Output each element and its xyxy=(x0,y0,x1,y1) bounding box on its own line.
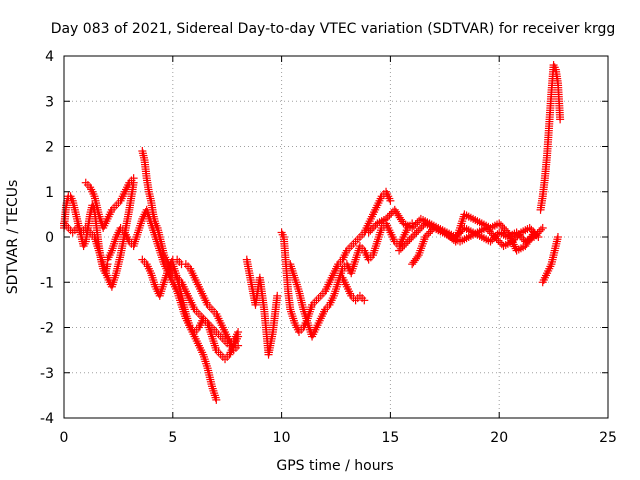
data-point-interp xyxy=(536,225,545,234)
data-point xyxy=(364,228,373,237)
data-point-interp xyxy=(414,226,423,235)
data-point-interp xyxy=(492,234,501,243)
y-tick-label: 4 xyxy=(45,49,54,65)
data-point-interp xyxy=(369,223,378,232)
data-point-interp xyxy=(411,220,420,229)
data-point xyxy=(273,291,282,300)
data-point xyxy=(525,223,534,232)
data-point-interp xyxy=(504,230,513,239)
y-tick-label: -4 xyxy=(40,411,54,427)
data-point xyxy=(360,296,369,305)
y-tick-label: -3 xyxy=(40,366,54,382)
x-tick-label: 20 xyxy=(490,430,508,446)
data-point-interp xyxy=(505,232,514,241)
data-point-interp xyxy=(413,218,422,227)
data-point xyxy=(212,395,221,404)
y-axis-label: SDTVAR / TECUs xyxy=(5,180,21,295)
y-tick-label: 3 xyxy=(45,94,54,110)
data-point xyxy=(234,332,243,341)
y-tick-label: 0 xyxy=(45,230,54,246)
data-point-interp xyxy=(510,242,519,251)
data-point-interp xyxy=(422,231,431,240)
data-point-interp xyxy=(513,232,522,241)
data-point-interp xyxy=(400,241,409,250)
data-point-interp xyxy=(509,240,518,249)
data-point-interp xyxy=(528,230,537,239)
data-point xyxy=(412,228,421,237)
data-point-interp xyxy=(383,213,392,222)
data-point-interp xyxy=(417,223,426,232)
data-point-interp xyxy=(409,232,418,241)
data-point xyxy=(395,246,404,255)
data-point-interp xyxy=(494,236,503,245)
data-point xyxy=(421,233,430,241)
data-point-interp xyxy=(496,238,505,247)
data-points xyxy=(60,61,565,404)
data-point-interp xyxy=(500,224,509,233)
data-point xyxy=(490,233,499,241)
data-point xyxy=(538,223,547,232)
x-tick-label: 5 xyxy=(168,430,177,446)
chart-title: Day 083 of 2021, Sidereal Day-to-day VTE… xyxy=(51,21,616,37)
data-point-interp xyxy=(366,226,375,235)
data-point xyxy=(386,196,395,205)
data-point-interp xyxy=(496,221,505,230)
axis-ticks: 0 5 10 15 20 25 -4 -3 -2 -1 0 1 2 3 4 xyxy=(40,49,617,446)
data-point xyxy=(129,174,138,183)
data-point xyxy=(530,228,539,237)
y-tick-label: -2 xyxy=(40,321,54,337)
data-point-interp xyxy=(498,223,507,232)
data-point-interp xyxy=(368,224,377,233)
x-tick-label: 15 xyxy=(381,430,399,446)
x-tick-label: 25 xyxy=(599,430,617,446)
data-point-interp xyxy=(410,230,419,239)
data-point-interp xyxy=(405,235,414,244)
data-point xyxy=(408,223,417,232)
data-point-interp xyxy=(407,233,416,242)
data-point xyxy=(553,233,562,241)
data-point-interp xyxy=(487,229,496,238)
data-point-interp xyxy=(507,236,516,245)
data-point-interp xyxy=(396,244,405,253)
data-point-interp xyxy=(413,252,422,261)
x-tick-label: 10 xyxy=(273,430,291,446)
data-point xyxy=(486,237,495,246)
y-tick-label: 2 xyxy=(45,140,54,156)
data-point-interp xyxy=(409,222,418,231)
data-point-interp xyxy=(415,224,424,233)
data-point xyxy=(495,219,504,228)
data-point xyxy=(403,237,412,246)
data-point-interp xyxy=(485,227,494,236)
y-tick-label: 1 xyxy=(45,185,54,201)
data-point xyxy=(534,233,543,241)
data-point-interp xyxy=(385,211,394,220)
data-point-interp xyxy=(508,238,517,247)
x-axis-label: GPS time / hours xyxy=(276,458,393,474)
data-point xyxy=(503,228,512,237)
data-point-interp xyxy=(402,239,411,248)
data-point-interp xyxy=(424,229,433,238)
data-point-interp xyxy=(506,234,515,243)
data-point-interp xyxy=(489,231,498,240)
y-tick-label: -1 xyxy=(40,275,54,291)
data-point xyxy=(556,115,565,124)
data-point-interp xyxy=(426,227,435,236)
grid-lines xyxy=(64,56,608,418)
x-tick-label: 0 xyxy=(60,430,69,446)
data-point-interp xyxy=(398,242,407,251)
data-point xyxy=(382,214,391,223)
